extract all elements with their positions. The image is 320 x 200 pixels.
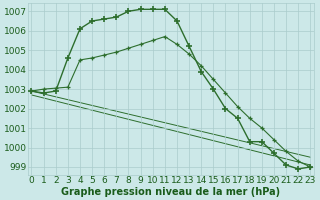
X-axis label: Graphe pression niveau de la mer (hPa): Graphe pression niveau de la mer (hPa)	[61, 187, 281, 197]
